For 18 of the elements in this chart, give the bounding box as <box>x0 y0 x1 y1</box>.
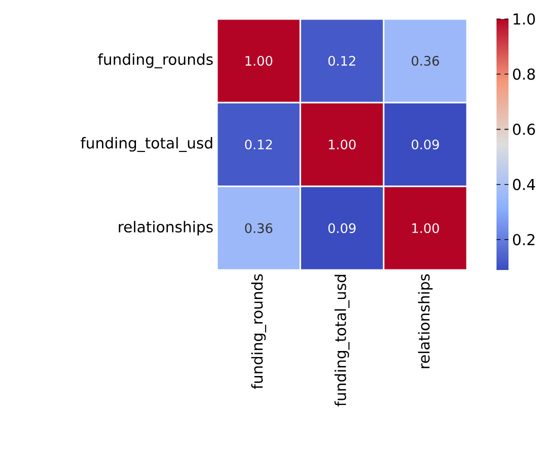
data-label: 1.00 <box>328 140 356 150</box>
color-bar-label: 1.0 <box>514 13 535 25</box>
color-bar-label: 0.6 <box>513 124 535 136</box>
y-tick-label: funding_rounds <box>98 53 213 68</box>
color-bar-label: 0.2 <box>513 234 534 246</box>
x-tick-label: relationships <box>418 274 433 368</box>
data-label: 0.09 <box>328 223 356 234</box>
data-label: 0.09 <box>412 140 439 150</box>
data-label: 1.00 <box>412 223 439 234</box>
data-label: 0.12 <box>245 140 272 150</box>
color-bar-label: 0.4 <box>513 178 536 190</box>
y-tick-label: relationships <box>118 220 213 236</box>
data-label: 1.00 <box>246 56 272 66</box>
data-label: 0.36 <box>245 223 272 234</box>
y-tick-label: funding_total_usd <box>80 137 212 152</box>
data-label: 0.36 <box>412 56 439 66</box>
color-bar-label: 0.8 <box>513 68 535 80</box>
x-tick-label: funding_total_usd <box>334 274 350 406</box>
